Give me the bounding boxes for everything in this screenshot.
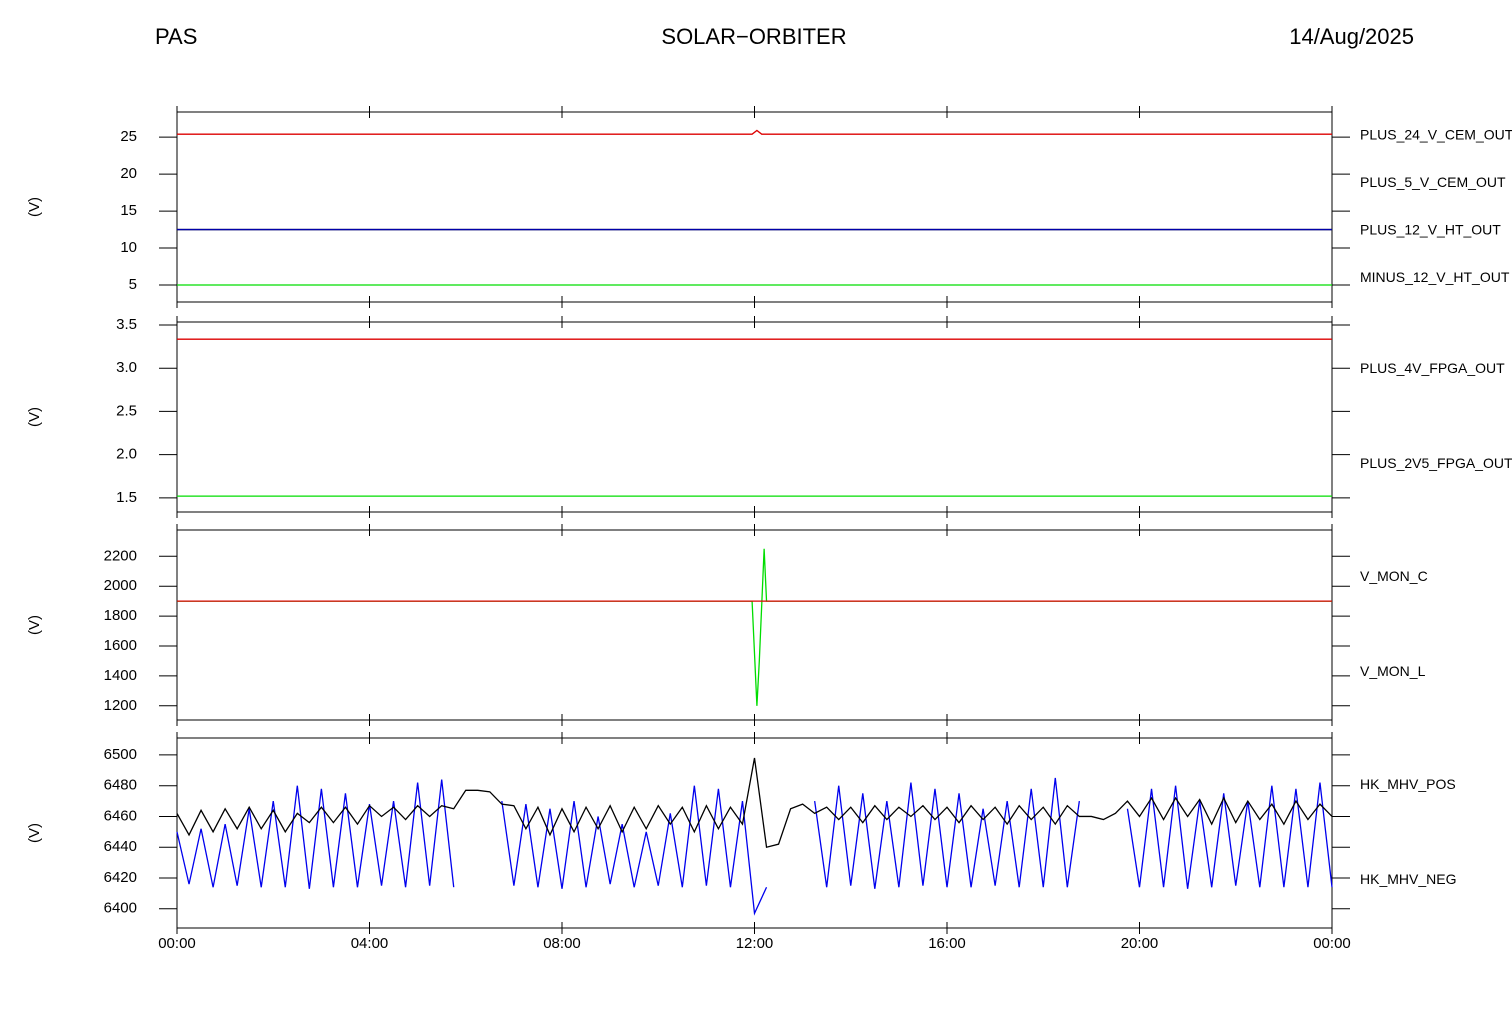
x-tick-label: 00:00: [1313, 935, 1351, 952]
y-axis-label: (V): [26, 615, 43, 635]
x-tick-label: 12:00: [736, 935, 774, 952]
y-tick-label: 25: [120, 128, 137, 145]
x-tick-label: 08:00: [543, 935, 581, 952]
y-axis-label: (V): [26, 823, 43, 843]
y-tick-label: 2200: [104, 547, 137, 564]
y-tick-label: 1200: [104, 697, 137, 714]
y-tick-label: 1600: [104, 637, 137, 654]
panel-frame: [176, 529, 1333, 721]
y-tick-label: 3.5: [116, 316, 137, 333]
y-tick-label: 2.5: [116, 402, 137, 419]
y-tick-label: 5: [129, 276, 137, 293]
y-tick-label: 3.0: [116, 359, 137, 376]
y-tick-label: 6440: [104, 838, 137, 855]
y-tick-label: 15: [120, 202, 137, 219]
y-tick-label: 2000: [104, 577, 137, 594]
legend-entry: HK_MHV_NEG: [1360, 871, 1456, 887]
legend-entry: PLUS_2V5_FPGA_OUT: [1360, 455, 1512, 471]
y-tick-label: 10: [120, 239, 137, 256]
legend-entry: PLUS_12_V_HT_OUT: [1360, 221, 1501, 237]
y-axis-label: (V): [26, 197, 43, 217]
series-line: [176, 757, 1333, 849]
y-tick-label: 6480: [104, 777, 137, 794]
legend-entry: MINUS_12_V_HT_OUT: [1360, 269, 1510, 285]
legend-entry: V_MON_L: [1360, 663, 1426, 679]
y-tick-label: 6420: [104, 869, 137, 886]
header-title: SOLAR−ORBITER: [661, 24, 846, 49]
y-tick-label: 2.0: [116, 446, 137, 463]
y-tick-label: 1.5: [116, 489, 137, 506]
y-axis-label: (V): [26, 407, 43, 427]
legend-entry: V_MON_C: [1360, 568, 1428, 584]
y-tick-label: 20: [120, 165, 137, 182]
legend-entry: PLUS_5_V_CEM_OUT: [1360, 174, 1506, 190]
series-line: [177, 129, 1332, 135]
panel-frame: [176, 321, 1333, 513]
legend-entry: PLUS_24_V_CEM_OUT: [1360, 126, 1512, 142]
x-tick-label: 00:00: [158, 935, 196, 952]
x-tick-label: 20:00: [1121, 935, 1159, 952]
x-tick-label: 16:00: [928, 935, 966, 952]
panel-frame: [176, 111, 1333, 303]
legend-entry: HK_MHV_POS: [1360, 776, 1456, 792]
y-tick-label: 6400: [104, 900, 137, 917]
legend-entry: PLUS_4V_FPGA_OUT: [1360, 360, 1505, 376]
x-tick-label: 04:00: [351, 935, 389, 952]
y-tick-label: 1800: [104, 607, 137, 624]
series-line: [176, 777, 1333, 916]
y-tick-label: 6500: [104, 746, 137, 763]
y-tick-label: 1400: [104, 667, 137, 684]
y-tick-label: 6460: [104, 807, 137, 824]
header-left: PAS: [155, 24, 197, 49]
header-date: 14/Aug/2025: [1289, 24, 1414, 49]
series-line: [177, 548, 1332, 706]
